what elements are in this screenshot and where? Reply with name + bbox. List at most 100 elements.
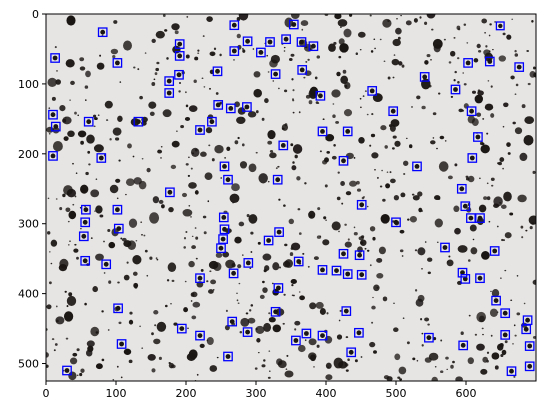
particle — [99, 54, 102, 57]
boxed-particle — [245, 329, 251, 335]
particle — [180, 125, 185, 129]
particle — [183, 307, 189, 313]
detection-box — [460, 274, 471, 284]
particle — [478, 204, 487, 213]
particle — [290, 143, 294, 147]
particle — [68, 210, 77, 220]
particle — [486, 351, 490, 355]
particle — [498, 55, 506, 62]
detection-box — [273, 283, 284, 293]
detection-box — [212, 66, 223, 77]
particle — [371, 305, 376, 310]
particle — [77, 130, 87, 138]
particle — [93, 144, 104, 153]
y-tick-label: 400 — [18, 288, 39, 301]
particle — [195, 257, 198, 260]
particle — [490, 113, 495, 118]
particle — [213, 47, 217, 51]
boxed-particle — [82, 258, 88, 264]
particle — [484, 103, 494, 111]
particle — [468, 259, 471, 262]
particle — [236, 16, 241, 22]
particle — [171, 140, 180, 148]
boxed-particle — [245, 260, 251, 266]
particle — [467, 357, 474, 365]
particle — [353, 226, 356, 229]
particle — [502, 125, 505, 128]
particle — [421, 268, 423, 270]
particle — [146, 167, 151, 173]
boxed-particle — [468, 215, 474, 221]
detection-box — [317, 265, 328, 275]
particle — [284, 17, 294, 28]
particle — [158, 199, 164, 204]
particle — [319, 235, 322, 237]
particle — [476, 112, 482, 117]
detection-box — [354, 250, 365, 261]
boxed-particle — [82, 219, 88, 225]
particle — [504, 340, 508, 344]
particle — [430, 59, 432, 61]
particle — [47, 77, 57, 87]
particle — [327, 366, 330, 369]
particle — [456, 57, 460, 60]
particle — [398, 366, 407, 375]
particle — [263, 322, 272, 332]
particle — [298, 232, 302, 235]
particle — [372, 236, 376, 241]
particle — [355, 180, 360, 185]
detection-box — [457, 267, 468, 278]
particle — [84, 205, 86, 208]
particle — [132, 155, 135, 158]
particle — [436, 241, 439, 243]
detection-box — [218, 234, 228, 244]
detection-box — [346, 347, 357, 358]
particle — [278, 198, 281, 201]
particle — [194, 227, 197, 229]
particle — [324, 14, 329, 17]
particle — [226, 146, 231, 151]
boxed-particle — [341, 251, 346, 257]
detection-box — [456, 183, 467, 194]
particle — [345, 336, 349, 339]
particle — [419, 16, 422, 19]
particle — [308, 100, 313, 105]
particle — [500, 204, 507, 209]
particle — [394, 353, 401, 361]
particle — [338, 230, 340, 233]
particle — [337, 19, 348, 27]
particle — [463, 23, 467, 26]
particle — [140, 221, 143, 223]
boxed-particle — [166, 90, 172, 96]
particle — [187, 327, 189, 330]
particle — [399, 229, 405, 234]
particle — [369, 341, 376, 348]
particle — [340, 181, 345, 186]
particle — [257, 351, 260, 354]
particle — [112, 378, 115, 381]
detection-box — [367, 86, 378, 96]
detection-box — [412, 161, 422, 172]
particle — [51, 338, 55, 341]
particle — [285, 368, 288, 370]
particle — [412, 357, 416, 361]
detection-box — [342, 126, 353, 137]
particle — [59, 104, 66, 112]
particle — [376, 176, 379, 179]
x-tick-label: 0 — [43, 387, 50, 400]
particle — [268, 317, 276, 323]
particle — [123, 240, 132, 248]
particle — [47, 197, 50, 200]
particle — [446, 261, 449, 263]
boxed-particle — [393, 219, 399, 225]
particle — [55, 305, 58, 308]
particle — [503, 191, 512, 202]
particle — [387, 76, 391, 80]
particle — [215, 252, 223, 258]
particle — [379, 185, 383, 188]
particle — [498, 161, 502, 166]
particle — [256, 338, 261, 343]
particle — [488, 220, 491, 223]
particle — [512, 343, 514, 345]
detection-box — [80, 217, 91, 228]
